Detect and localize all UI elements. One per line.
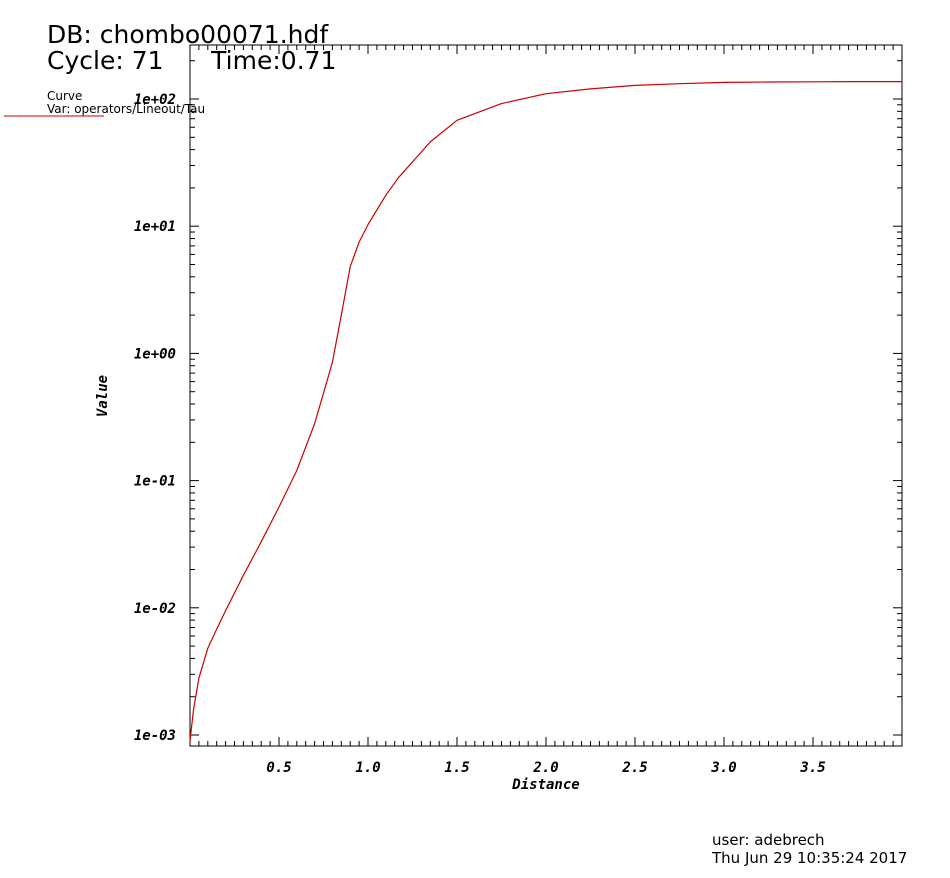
x-tick-label: 0.5 <box>266 760 291 776</box>
plot-frame <box>189 44 903 747</box>
series-line-0 <box>189 80 902 741</box>
cycle-time-label: Cycle: 71 Time:0.71 <box>47 46 337 75</box>
y-axis-title: Value <box>95 375 111 417</box>
x-tick-label: 1.0 <box>355 760 380 776</box>
legend-var-label: Var: operators/Lineout/Tau <box>47 102 206 116</box>
y-tick-label: 1e-02 <box>134 601 176 617</box>
y-tick-label: 1e-01 <box>134 474 176 490</box>
y-tick-label: 1e+02 <box>134 92 176 108</box>
legend-title: Curve <box>47 89 83 103</box>
x-tick-label: 2.5 <box>621 760 647 776</box>
y-tick-label: 1e+01 <box>134 219 176 235</box>
footer-user: user: adebrech <box>712 831 825 849</box>
x-axis-title: Distance <box>511 777 579 793</box>
footer-timestamp: Thu Jun 29 10:35:24 2017 <box>712 849 908 867</box>
x-tick-label: 1.5 <box>444 760 469 776</box>
x-tick-label: 3.0 <box>710 760 736 776</box>
y-tick-label: 1e+00 <box>134 346 176 362</box>
x-tick-label: 2.0 <box>532 760 558 776</box>
db-filename-title: DB: chombo00071.hdf <box>47 20 329 49</box>
x-tick-label: 3.5 <box>799 760 825 776</box>
y-tick-label: 1e-03 <box>134 728 176 744</box>
